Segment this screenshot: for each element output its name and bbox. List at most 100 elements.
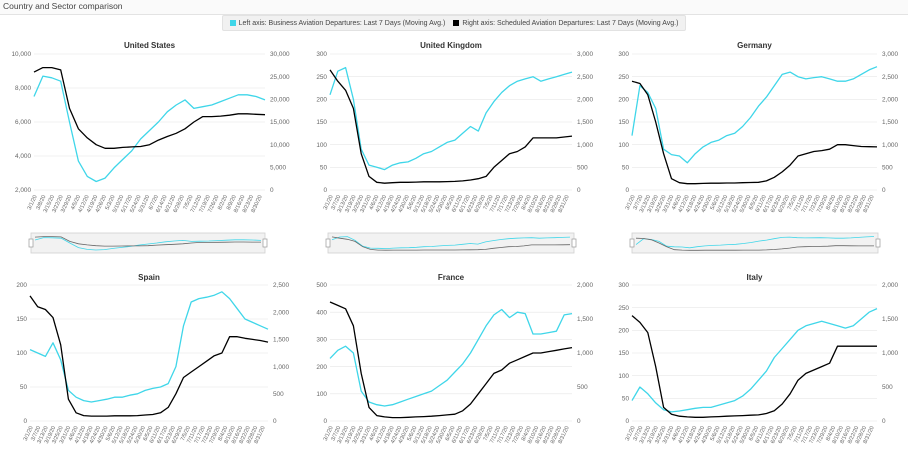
right-axis-tick: 5,000 bbox=[270, 165, 286, 172]
chart-title: Spain bbox=[138, 273, 160, 282]
right-axis-tick: 2,500 bbox=[273, 282, 289, 289]
right-axis-tick: 2,500 bbox=[577, 74, 593, 81]
right-axis-tick: 2,000 bbox=[882, 282, 898, 289]
navigator-handle-left[interactable] bbox=[629, 238, 635, 248]
chart-legend: Left axis: Business Aviation Departures:… bbox=[222, 15, 686, 31]
right-axis-tick: 25,000 bbox=[270, 74, 290, 81]
left-axis-tick: 200 bbox=[618, 97, 629, 104]
right-axis-tick: 1,500 bbox=[882, 316, 898, 323]
series-line-business-aviation bbox=[329, 308, 573, 407]
right-axis-tick: 1,000 bbox=[577, 350, 593, 357]
range-navigator[interactable] bbox=[629, 232, 881, 254]
navigator-series-scheduled-aviation bbox=[34, 236, 261, 247]
left-axis-tick: 4,000 bbox=[15, 153, 31, 160]
right-axis-tick: 0 bbox=[882, 187, 886, 194]
series-line-scheduled-aviation bbox=[631, 315, 877, 418]
left-axis-tick: 150 bbox=[618, 119, 629, 126]
legend-swatch-left bbox=[229, 20, 236, 26]
right-axis-tick: 20,000 bbox=[270, 97, 290, 104]
left-axis-tick: 8,000 bbox=[15, 85, 31, 92]
right-axis-tick: 2,000 bbox=[882, 97, 898, 104]
series-line-business-aviation bbox=[33, 75, 266, 183]
right-axis-tick: 0 bbox=[882, 418, 886, 425]
navigator-handle-right[interactable] bbox=[262, 238, 268, 248]
left-axis-tick: 6,000 bbox=[15, 119, 31, 126]
left-axis-tick: 200 bbox=[16, 282, 27, 289]
series-line-scheduled-aviation bbox=[329, 69, 573, 184]
series-line-scheduled-aviation bbox=[329, 301, 573, 419]
right-axis-tick: 2,500 bbox=[882, 74, 898, 81]
legend-item-right[interactable]: Right axis: Scheduled Aviation Departure… bbox=[453, 20, 678, 27]
navigator-handle-right[interactable] bbox=[875, 238, 881, 248]
left-axis-tick: 100 bbox=[316, 391, 327, 398]
left-axis-tick: 150 bbox=[16, 316, 27, 323]
left-axis-tick: 100 bbox=[618, 373, 629, 380]
chart-title: United States bbox=[124, 41, 176, 50]
page-header: Country and Sector comparison bbox=[0, 0, 908, 15]
chart-title: Germany bbox=[737, 41, 772, 50]
left-axis-tick: 0 bbox=[23, 418, 27, 425]
navigator-series-business-aviation bbox=[34, 237, 262, 251]
right-axis-tick: 500 bbox=[273, 391, 284, 398]
left-axis-tick: 200 bbox=[618, 328, 629, 335]
right-axis-tick: 500 bbox=[882, 165, 893, 172]
left-axis-tick: 250 bbox=[618, 74, 629, 81]
range-navigator[interactable] bbox=[28, 232, 268, 254]
range-navigator[interactable] bbox=[325, 232, 577, 254]
right-axis-tick: 1,500 bbox=[577, 316, 593, 323]
legend-label-right: Right axis: Scheduled Aviation Departure… bbox=[462, 19, 679, 27]
right-axis-tick: 3,000 bbox=[577, 51, 593, 58]
left-axis-tick: 0 bbox=[323, 187, 327, 194]
left-axis-tick: 50 bbox=[20, 384, 28, 391]
left-axis-tick: 300 bbox=[316, 51, 327, 58]
legend-item-left[interactable]: Left axis: Business Aviation Departures:… bbox=[229, 19, 446, 27]
left-axis-tick: 200 bbox=[316, 364, 327, 371]
chart-title: France bbox=[438, 273, 465, 282]
right-axis-tick: 1,000 bbox=[577, 142, 593, 149]
left-axis-tick: 100 bbox=[618, 142, 629, 149]
left-axis-tick: 150 bbox=[316, 119, 327, 126]
series-line-business-aviation bbox=[329, 66, 573, 171]
right-axis-tick: 0 bbox=[270, 187, 274, 194]
left-axis-tick: 250 bbox=[316, 74, 327, 81]
right-axis-tick: 1,500 bbox=[577, 119, 593, 126]
left-axis-tick: 400 bbox=[316, 309, 327, 316]
right-axis-tick: 500 bbox=[882, 384, 893, 391]
left-axis-tick: 100 bbox=[316, 142, 327, 149]
chart-title: Italy bbox=[746, 273, 763, 282]
navigator-track bbox=[30, 232, 266, 254]
left-axis-tick: 300 bbox=[618, 282, 629, 289]
chart-united-states: United States 2,000 4,000 6,000 8,000 10,000 0… bbox=[11, 41, 290, 254]
chart-united-kingdom: United Kingdom 0 50 100 150 200 250 300 0 500 1,00… bbox=[316, 41, 593, 254]
left-axis-tick: 250 bbox=[618, 305, 629, 312]
legend-label-left: Left axis: Business Aviation Departures:… bbox=[238, 19, 446, 27]
right-axis-tick: 1,000 bbox=[882, 350, 898, 357]
right-axis-tick: 1,500 bbox=[882, 119, 898, 126]
chart-spain: Spain 0 50 100 150 200 0 500 1,000 1,500 2,000 2,50… bbox=[16, 273, 289, 445]
left-axis-tick: 150 bbox=[618, 350, 629, 357]
navigator-series-scheduled-aviation bbox=[635, 237, 874, 251]
right-axis-tick: 0 bbox=[577, 418, 581, 425]
chart-france: France 0 100 200 300 400 500 0 500 1,000 1,500 2,00… bbox=[316, 273, 593, 445]
navigator-series-business-aviation bbox=[331, 236, 571, 250]
navigator-handle-left[interactable] bbox=[325, 238, 331, 248]
legend-swatch-right bbox=[453, 20, 460, 26]
left-axis-tick: 500 bbox=[316, 282, 327, 289]
left-axis-tick: 50 bbox=[622, 396, 630, 403]
left-axis-tick: 200 bbox=[316, 97, 327, 104]
chart-title: United Kingdom bbox=[420, 41, 482, 50]
navigator-handle-left[interactable] bbox=[28, 238, 34, 248]
left-axis-tick: 50 bbox=[320, 165, 328, 172]
navigator-handle-right[interactable] bbox=[571, 238, 577, 248]
chart-italy: Italy 0 50 100 150 200 250 300 0 500 1,000 1,500 2,0… bbox=[618, 273, 898, 445]
right-axis-tick: 2,000 bbox=[273, 309, 289, 316]
left-axis-tick: 10,000 bbox=[11, 51, 31, 58]
series-line-scheduled-aviation bbox=[33, 66, 266, 149]
navigator-series-business-aviation bbox=[635, 236, 875, 249]
navigator-series-scheduled-aviation bbox=[331, 236, 571, 251]
chart-germany: Germany 0 50 100 150 200 250 300 0 500 1,000 1,500 2… bbox=[618, 41, 898, 254]
series-line-scheduled-aviation bbox=[29, 295, 269, 417]
left-axis-tick: 100 bbox=[16, 350, 27, 357]
right-axis-tick: 1,000 bbox=[273, 364, 289, 371]
